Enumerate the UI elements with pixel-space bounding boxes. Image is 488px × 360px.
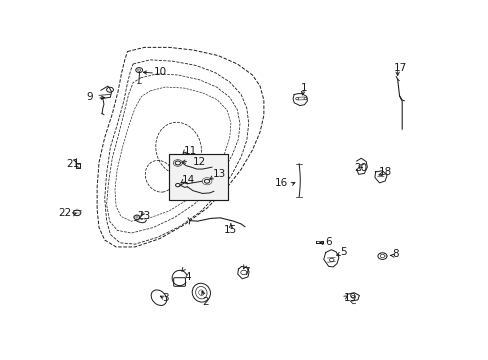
Text: 14: 14 bbox=[181, 175, 195, 185]
Text: 3: 3 bbox=[162, 293, 169, 303]
Text: 22: 22 bbox=[59, 208, 72, 218]
Text: 8: 8 bbox=[392, 249, 399, 259]
Text: 11: 11 bbox=[183, 146, 196, 156]
Text: 12: 12 bbox=[193, 157, 206, 167]
Text: 23: 23 bbox=[137, 211, 150, 221]
Text: 9: 9 bbox=[86, 92, 93, 102]
Text: 2: 2 bbox=[202, 297, 208, 307]
Text: 5: 5 bbox=[339, 247, 346, 257]
Text: 7: 7 bbox=[243, 267, 250, 277]
Text: 6: 6 bbox=[325, 237, 331, 247]
Text: 16: 16 bbox=[275, 178, 288, 188]
Text: 19: 19 bbox=[343, 293, 356, 303]
Text: 4: 4 bbox=[183, 273, 190, 283]
Bar bbox=[169, 154, 227, 200]
Text: 1: 1 bbox=[300, 82, 306, 93]
Text: 18: 18 bbox=[378, 167, 391, 177]
Text: 13: 13 bbox=[212, 169, 225, 179]
Text: 17: 17 bbox=[393, 63, 406, 73]
Text: 10: 10 bbox=[154, 67, 167, 77]
Text: 21: 21 bbox=[66, 159, 80, 169]
Text: 20: 20 bbox=[354, 163, 367, 174]
Text: 15: 15 bbox=[224, 225, 237, 235]
